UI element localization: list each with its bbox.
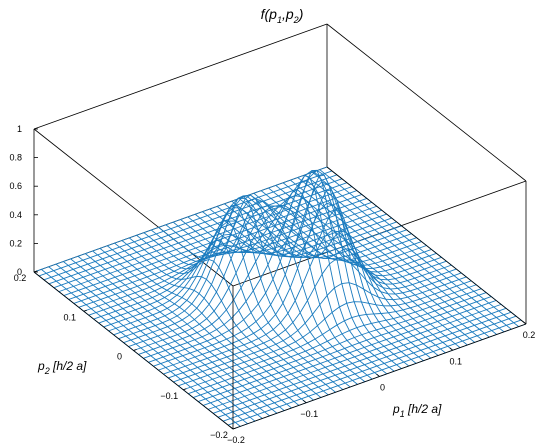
y-tick-label: 0.2 (14, 273, 27, 283)
mesh-line-p2 (103, 220, 397, 328)
mesh-line-p2 (227, 319, 522, 426)
surface-mesh (33, 166, 527, 430)
mesh-line-p2 (48, 178, 343, 285)
mesh-line-p2 (193, 292, 487, 399)
box-edge-right-floor (326, 166, 527, 325)
tick-labels: −0.2−0.100.10.20.20.10−0.1−0.200.20.40.6… (9, 124, 535, 443)
mesh-line-p2 (148, 169, 442, 363)
x-tick-mark (303, 400, 307, 404)
mesh-line-p2 (158, 202, 452, 371)
mesh-line-p2 (113, 197, 407, 336)
y-tick-label: −0.2 (210, 430, 228, 440)
x-axis-label: p1 [h/2 a] (392, 402, 442, 419)
mesh-line-p2 (68, 194, 362, 300)
mesh-line-p2 (183, 284, 477, 391)
mesh-line-p2 (178, 280, 472, 387)
z-tick-label: 0.2 (9, 238, 22, 248)
chart-title: f(p1,p2) (261, 6, 304, 25)
mesh-line-p2 (168, 258, 462, 379)
box-edge-back-top (33, 23, 328, 130)
mesh-line-p2 (78, 201, 372, 308)
y-tick-label: 0 (117, 352, 122, 362)
z-tick-label: 0.4 (9, 210, 22, 220)
mesh-line-p2 (73, 197, 367, 304)
mesh-line-p2 (83, 205, 377, 312)
y-axis-label: p2 [h/2 a] (37, 359, 87, 376)
box-edge-top-right (326, 23, 527, 182)
mesh-line-p2 (63, 190, 358, 296)
y-tick-label: 0.1 (63, 312, 76, 322)
x-tick-label: 0.1 (449, 356, 462, 366)
x-tick-label: −0.2 (227, 435, 245, 443)
mesh-line-p2 (128, 205, 422, 347)
mesh-line-p1 (172, 200, 373, 380)
mesh-line-p2 (202, 300, 497, 406)
mesh-line-p2 (93, 213, 387, 320)
mesh-line-p2 (108, 207, 402, 332)
y-tick-mark (133, 349, 137, 351)
mesh-line-p2 (58, 186, 353, 293)
mesh-line-p2 (207, 303, 502, 410)
y-tick-label: −0.1 (160, 391, 178, 401)
mesh-line-p2 (163, 229, 457, 375)
x-tick-label: 0.2 (523, 330, 536, 340)
mesh-line-p2 (188, 288, 482, 395)
mesh-line-p2 (133, 195, 427, 351)
mesh-line-p2 (123, 198, 417, 344)
mesh-line-p2 (33, 166, 328, 273)
mesh-line-p2 (217, 311, 512, 418)
y-tick-mark (183, 388, 187, 391)
y-tick-mark (83, 309, 87, 312)
mesh-line-p2 (43, 174, 338, 281)
mesh-line-p2 (53, 182, 348, 289)
mesh-line-p2 (138, 180, 432, 355)
x-tick-mark (376, 373, 380, 377)
x-tick-mark (229, 426, 234, 430)
mesh-line-p2 (118, 194, 412, 340)
z-tick-label: 0 (17, 267, 22, 277)
mesh-line-p2 (173, 276, 467, 383)
mesh-line-p2 (153, 181, 447, 367)
x-tick-mark (522, 321, 527, 325)
x-tick-label: −0.1 (300, 409, 318, 419)
z-tick-label: 0.8 (9, 153, 22, 163)
z-tick-label: 1 (17, 124, 22, 134)
mesh-line-p2 (38, 170, 333, 277)
mesh-line-p2 (198, 296, 492, 402)
mesh-line-p2 (212, 307, 507, 414)
mesh-line-p2 (222, 315, 517, 422)
x-tick-mark (449, 347, 453, 351)
z-tick-label: 0.6 (9, 181, 22, 191)
x-tick-label: 0 (380, 383, 385, 393)
y-tick-mark (232, 427, 237, 430)
